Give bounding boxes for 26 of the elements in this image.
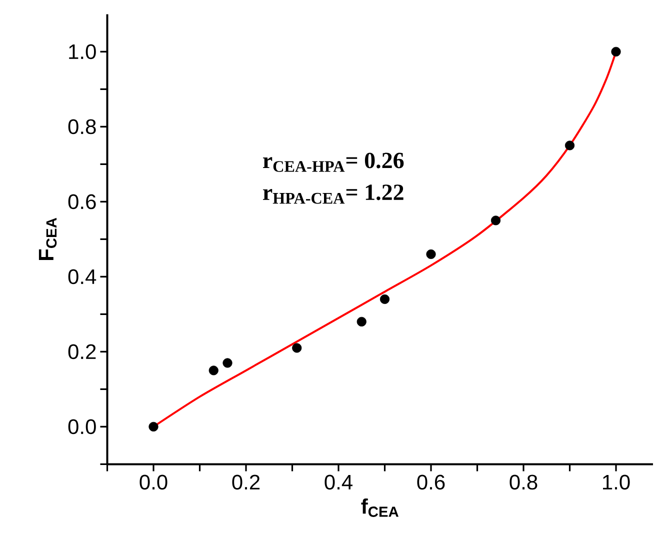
point [222,358,232,368]
y-tick-label: 0.0 [68,419,96,434]
point [564,140,575,150]
point [490,216,501,226]
x-tick-label: 0.4 [324,474,352,490]
x-tick-label: 0.2 [232,474,260,490]
point [148,422,158,432]
y-axis-title: F$_{CEA}$ [38,218,57,260]
point [292,343,302,353]
y-tick-label: 0.8 [68,119,96,134]
point [208,366,218,376]
point [611,46,621,56]
x-axis-title: f$_{CEA}$ [361,498,398,517]
point [426,249,436,259]
x-tick-label: 0.6 [417,474,445,490]
y-tick-label: 0.2 [68,344,96,360]
annotation: r$_{HPA-CEA}$= 1.22 [263,184,404,204]
x-tick-label: 1.0 [603,474,630,490]
x-tick-label: 0.8 [510,474,538,490]
annotation: r$_{CEA-HPA}$= 0.26 [263,152,404,172]
point [356,316,366,326]
y-tick-label: 0.4 [68,269,96,284]
y-tick-label: 1.0 [69,44,96,60]
point [380,294,390,304]
y-tick-label: 0.6 [68,194,96,210]
x-tick-label: 0.0 [140,474,168,490]
